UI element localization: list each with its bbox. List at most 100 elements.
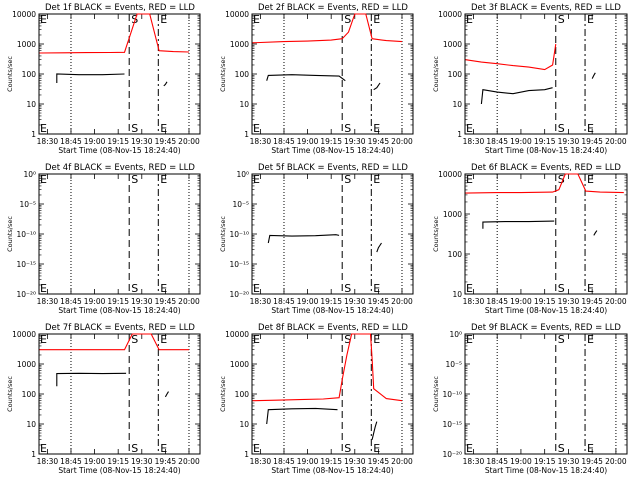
y-axis-label: Counts/sec (219, 216, 227, 252)
x-tick-label: 19:30 (131, 457, 153, 466)
event-marker-top: E (466, 13, 473, 26)
y-axis-label: Counts/sec (432, 216, 440, 252)
series-black-events (373, 82, 381, 91)
event-marker-bottom: E (373, 122, 380, 135)
y-tick-label: 10⁻¹⁰ (442, 390, 462, 399)
event-marker-bottom: S (558, 442, 565, 455)
x-tick-label: 19:00 (510, 137, 532, 146)
y-tick-label: 10⁻²⁰ (229, 290, 249, 299)
event-marker-bottom: S (131, 282, 138, 295)
x-tick-label: 19:45 (155, 297, 177, 306)
x-tick-label: 20:00 (391, 137, 413, 146)
plot-frame (464, 173, 628, 295)
y-tick-label: 10000 (225, 330, 249, 339)
event-marker-bottom: S (344, 282, 351, 295)
panel-det-2f: Det 2f BLACK = Events, RED = LLD 1 10 100 10… (219, 3, 414, 155)
panel-det-1f: Det 1f BLACK = Events, RED = LLD 1 10 100 10… (6, 3, 201, 155)
x-tick-label: 19:45 (368, 297, 390, 306)
x-tick-label: 18:30 (37, 297, 59, 306)
series-black-events (163, 81, 168, 87)
x-tick-label: 19:15 (534, 457, 556, 466)
y-tick-label: 10⁻²⁰ (16, 290, 36, 299)
x-tick-label: 19:30 (131, 137, 153, 146)
series-black-events (371, 421, 378, 440)
series-black-events (266, 74, 346, 82)
x-tick-label: 18:30 (250, 137, 272, 146)
event-marker-top: E (466, 173, 473, 186)
event-marker-bottom: S (131, 122, 138, 135)
x-tick-label: 19:15 (534, 297, 556, 306)
event-marker-bottom: E (160, 122, 167, 135)
plot-frame (38, 173, 201, 295)
y-tick-label: 10 (239, 420, 249, 429)
y-tick-label: 1000 (17, 40, 36, 49)
event-marker-bottom: E (253, 122, 260, 135)
y-tick-label: 100 (22, 70, 37, 79)
x-tick-label: 19:30 (344, 297, 366, 306)
x-tick-label: 19:30 (131, 297, 153, 306)
event-marker-top: S (131, 333, 138, 346)
event-marker-top: S (131, 13, 138, 26)
event-marker-bottom: S (558, 122, 565, 135)
event-marker-top: S (344, 333, 351, 346)
event-marker-bottom: E (373, 282, 380, 295)
x-tick-label: 19:00 (297, 137, 319, 146)
y-tick-label: 10⁰ (236, 170, 249, 179)
event-marker-top: S (344, 173, 351, 186)
series-black-events (267, 234, 340, 244)
x-tick-label: 18:30 (463, 137, 485, 146)
series-red-lld (252, 333, 403, 402)
y-tick-label: 10⁻¹⁵ (16, 260, 36, 269)
x-axis-label: Start Time (08-Nov-15 18:24:40) (485, 146, 607, 155)
x-tick-label: 19:00 (297, 457, 319, 466)
x-tick-label: 20:00 (178, 457, 200, 466)
event-marker-bottom: S (344, 442, 351, 455)
event-marker-bottom: E (253, 282, 260, 295)
y-tick-label: 1000 (230, 40, 249, 49)
x-tick-label: 19:00 (84, 297, 106, 306)
x-tick-label: 19:15 (107, 297, 129, 306)
x-tick-label: 19:45 (581, 297, 603, 306)
panel-det-4f: Det 4f BLACK = Events, RED = LLD 10⁻²⁰ 10⁻… (6, 163, 201, 315)
series-black-events (164, 391, 169, 398)
y-tick-label: 10 (26, 420, 36, 429)
x-tick-label: 19:45 (368, 137, 390, 146)
event-marker-top: E (253, 13, 260, 26)
event-marker-bottom: E (587, 442, 594, 455)
event-marker-top: E (160, 13, 167, 26)
y-tick-label: 10 (452, 290, 462, 299)
series-red-lld (39, 333, 189, 351)
x-tick-label: 18:45 (273, 457, 295, 466)
y-tick-label: 1000 (230, 360, 249, 369)
x-axis-label: Start Time (08-Nov-15 18:24:40) (58, 146, 180, 155)
event-marker-bottom: E (160, 282, 167, 295)
x-tick-label: 19:15 (107, 457, 129, 466)
series-black-events (593, 230, 598, 236)
x-tick-label: 19:00 (510, 297, 532, 306)
event-marker-bottom: E (160, 442, 167, 455)
x-tick-label: 19:30 (344, 457, 366, 466)
event-marker-top: E (160, 173, 167, 186)
x-tick-label: 19:15 (107, 137, 129, 146)
plot-frame (38, 333, 201, 455)
x-tick-label: 18:30 (463, 457, 485, 466)
y-tick-label: 10⁻⁵ (19, 200, 36, 209)
x-tick-label: 18:45 (60, 457, 82, 466)
plot-frame (251, 13, 414, 135)
y-tick-label: 10000 (12, 330, 36, 339)
event-marker-top: E (587, 333, 594, 346)
x-axis-label: Start Time (08-Nov-15 18:24:40) (58, 466, 180, 475)
event-marker-bottom: E (40, 282, 47, 295)
x-tick-label: 19:15 (320, 137, 342, 146)
x-tick-label: 19:45 (581, 137, 603, 146)
y-axis-label: Counts/sec (6, 376, 14, 412)
x-tick-label: 20:00 (391, 457, 413, 466)
y-tick-label: 10⁻¹⁵ (442, 420, 462, 429)
y-tick-label: 1000 (443, 210, 462, 219)
x-tick-label: 20:00 (605, 137, 627, 146)
x-tick-label: 18:30 (463, 297, 485, 306)
panel-title: Det 5f BLACK = Events, RED = LLD (258, 163, 408, 173)
y-axis-label: Counts/sec (6, 216, 14, 252)
series-red-lld (39, 13, 190, 54)
x-axis-label: Start Time (08-Nov-15 18:24:40) (58, 306, 180, 315)
